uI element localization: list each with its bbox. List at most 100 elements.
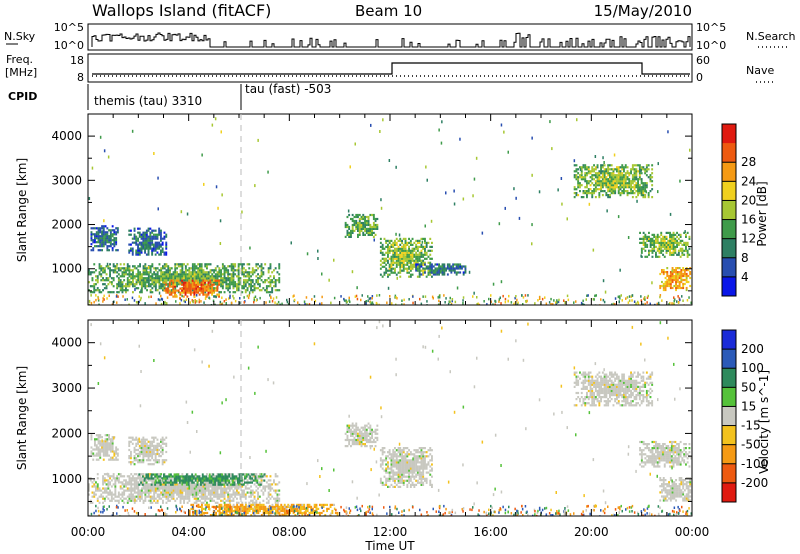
heatmap-cell — [234, 285, 237, 288]
heatmap-cell — [133, 489, 136, 492]
heatmap-cell — [438, 128, 440, 132]
heatmap-cell — [399, 249, 402, 252]
heatmap-cell — [500, 302, 502, 305]
heatmap-cell — [607, 168, 610, 171]
heatmap-cell — [383, 247, 386, 250]
heatmap-cell — [218, 495, 221, 498]
heatmap-cell — [630, 186, 632, 189]
heatmap-cell — [154, 283, 157, 286]
heatmap-cell — [163, 231, 166, 234]
heatmap-cell — [233, 475, 236, 478]
heatmap-cell — [630, 184, 632, 187]
heatmap-cell — [133, 229, 136, 232]
heatmap-cell — [193, 291, 196, 294]
heatmap-cell — [678, 272, 681, 276]
heatmap-cell — [152, 477, 155, 480]
heatmap-cell — [181, 477, 184, 480]
heatmap-cell — [227, 499, 230, 502]
heatmap-cell — [170, 497, 173, 500]
heatmap-cell — [221, 483, 223, 486]
heatmap-cell — [144, 487, 147, 490]
heatmap-cell — [635, 186, 638, 189]
heatmap-cell — [204, 491, 207, 494]
heatmap-cell — [372, 227, 375, 230]
heatmap-cell — [257, 273, 259, 276]
heatmap-cell — [196, 475, 199, 478]
heatmap-cell — [355, 294, 358, 298]
heatmap-cell — [232, 281, 235, 284]
heatmap-cell — [98, 303, 100, 305]
heatmap-cell — [156, 485, 159, 488]
heatmap-cell — [228, 495, 231, 498]
heatmap-cell — [111, 303, 114, 305]
nave-label: Nave — [746, 64, 774, 77]
heatmap-cell — [408, 251, 410, 254]
heatmap-cell — [172, 493, 175, 496]
heatmap-cell — [402, 269, 405, 272]
heatmap-cell — [197, 285, 199, 288]
nave-tick-bottom: 0 — [696, 71, 703, 84]
heatmap-cell — [140, 283, 143, 286]
heatmap-cell — [138, 241, 141, 244]
heatmap-cell — [148, 477, 151, 480]
heatmap-cell — [102, 481, 104, 484]
heatmap-cell — [126, 283, 129, 286]
heatmap-cell — [147, 239, 150, 242]
heatmap-cell — [218, 497, 221, 500]
heatmap-cell — [664, 276, 667, 280]
heatmap-cell — [346, 223, 349, 227]
heatmap-cell — [191, 473, 194, 476]
heatmap-cell — [167, 275, 170, 278]
heatmap-cell — [610, 180, 613, 183]
heatmap-cell — [106, 227, 109, 230]
heatmap-cell — [109, 446, 112, 449]
heatmap-cell — [213, 487, 215, 490]
heatmap-cell — [412, 301, 414, 305]
heatmap-cell — [140, 279, 143, 282]
heatmap-cell — [676, 300, 678, 303]
heatmap-cell — [205, 289, 208, 292]
heatmap-cell — [253, 497, 256, 500]
heatmap-cell — [123, 483, 126, 486]
heatmap-cell — [651, 172, 654, 175]
heatmap-cell — [521, 294, 523, 297]
heatmap-cell — [362, 223, 365, 227]
heatmap-cell — [175, 479, 178, 482]
heatmap-cell — [104, 243, 107, 246]
heatmap-cell — [137, 265, 140, 268]
heatmap-cell — [197, 267, 200, 270]
heatmap-cell — [230, 473, 233, 476]
heatmap-cell — [140, 487, 143, 490]
heatmap-cell — [642, 235, 645, 238]
heatmap-cell — [248, 271, 251, 274]
heatmap-cell — [631, 294, 634, 297]
heatmap-cell — [624, 180, 627, 183]
heatmap-cell — [678, 286, 681, 290]
heatmap-cell — [218, 269, 221, 272]
heatmap-cell — [390, 267, 393, 270]
heatmap-cell — [232, 491, 235, 494]
heatmap-cell — [396, 276, 398, 280]
heatmap-cell — [125, 497, 127, 500]
heatmap-cell — [395, 243, 398, 246]
heatmap-cell — [402, 243, 405, 246]
heatmap-cell — [376, 227, 379, 230]
heatmap-cell — [115, 231, 118, 234]
heatmap-cell — [271, 281, 274, 284]
heatmap-cell — [257, 267, 259, 270]
heatmap-cell — [664, 280, 667, 284]
heatmap-cell — [635, 190, 638, 193]
heatmap-cell — [109, 237, 112, 240]
heatmap-cell — [232, 499, 235, 502]
heatmap-cell — [360, 217, 363, 221]
heatmap-cell — [577, 172, 580, 175]
heatmap-cell — [619, 192, 622, 195]
heatmap-cell — [685, 235, 687, 238]
heatmap-cell — [181, 289, 183, 292]
heatmap-cell — [236, 289, 238, 292]
heatmap-cell — [628, 184, 631, 187]
heatmap-cell — [675, 274, 677, 278]
heatmap-cell — [362, 225, 365, 229]
heatmap-cell — [105, 277, 108, 280]
heatmap-cell — [94, 227, 96, 230]
